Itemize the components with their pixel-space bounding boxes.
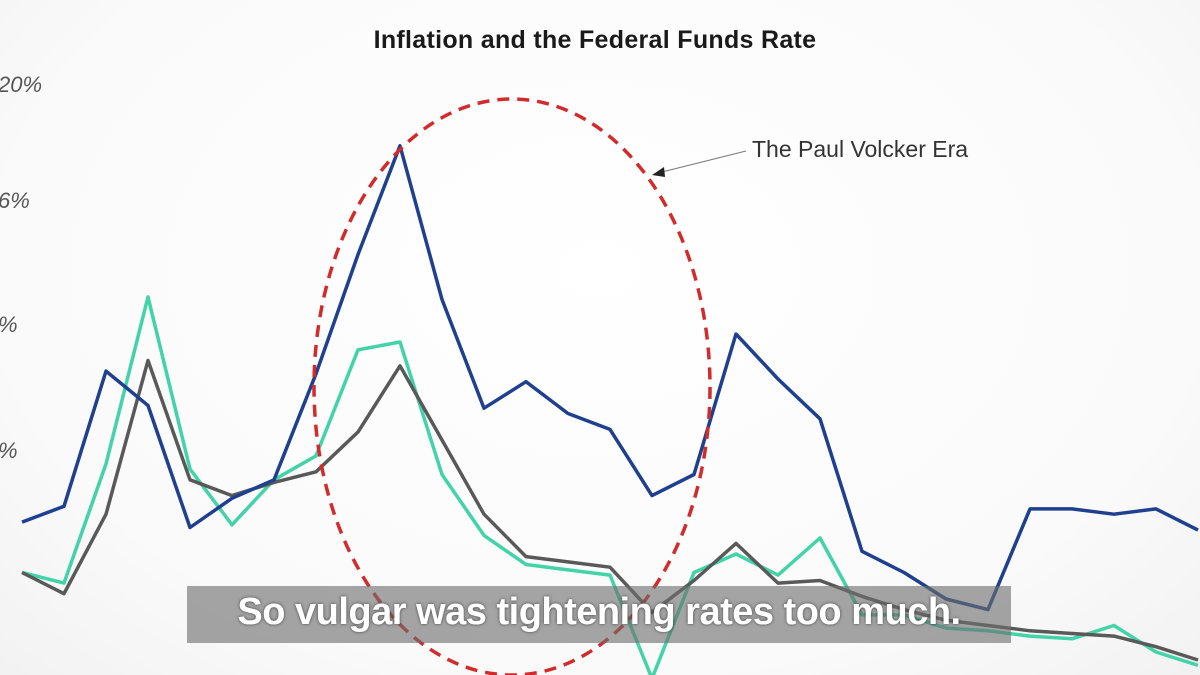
y-tick-label: 20%: [0, 72, 43, 97]
series-line-0: [21, 144, 1199, 612]
y-tick-label: %: [0, 438, 18, 464]
volcker-era-ellipse: [312, 97, 712, 675]
annotation-arrow-line: [661, 150, 747, 173]
annotation-arrowhead: [652, 167, 665, 177]
subtitle-text: So vulgar was tightening rates too much.: [237, 591, 961, 633]
y-tick-label: %: [0, 312, 18, 338]
subtitle-caption: So vulgar was tightening rates too much.: [187, 586, 1011, 643]
volcker-era-annotation: The Paul Volcker Era: [752, 136, 969, 162]
y-tick-label: 6%: [0, 188, 30, 213]
chart-title: Inflation and the Federal Funds Rate: [373, 26, 817, 54]
